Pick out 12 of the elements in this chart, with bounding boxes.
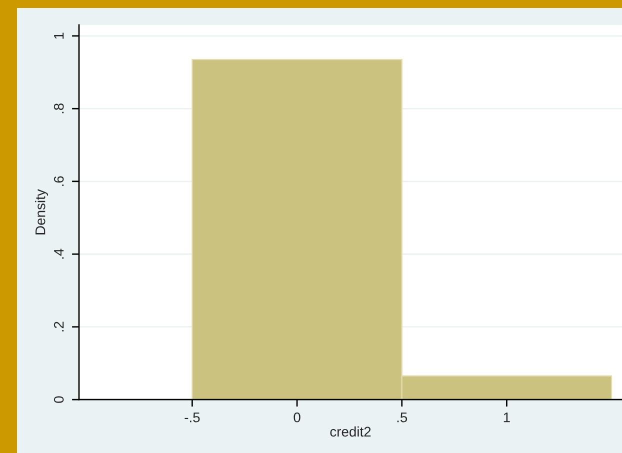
x-tick-label: 1 [504, 412, 510, 422]
x-axis-title: credit2 [330, 426, 371, 437]
y-tick-label: 0 [54, 396, 64, 403]
y-tick-label: .2 [54, 322, 64, 332]
y-tick-label: .6 [54, 176, 64, 186]
y-axis-title: Density [35, 189, 48, 234]
y-tick-label: 1 [54, 32, 64, 39]
x-tick-label: -.5 [184, 412, 200, 422]
x-tick-label: .5 [397, 412, 408, 422]
x-tick-label: 0 [294, 412, 300, 422]
y-tick-label: .8 [54, 103, 64, 114]
y-tick-label: .4 [54, 248, 64, 259]
